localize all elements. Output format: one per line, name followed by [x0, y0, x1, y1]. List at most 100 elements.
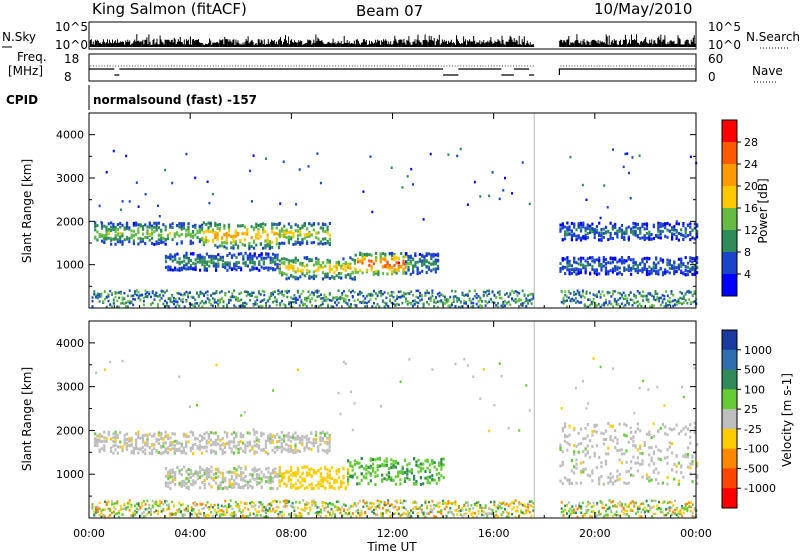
power-scatter [91, 147, 698, 309]
power-band [278, 221, 331, 246]
y-tick-label: 3000 [56, 381, 84, 394]
cpid-label: CPID [6, 93, 38, 107]
nsky-tick-top: 10^5 [55, 20, 88, 34]
freq-tick-top: 18 [64, 52, 79, 66]
power-color-cell [722, 164, 737, 187]
power-scale-tick-label: 28 [744, 136, 758, 149]
power-scale-tick-label: 20 [744, 180, 758, 193]
nave-label: Nave [752, 64, 783, 78]
velocity-color-cell [722, 330, 737, 351]
velocity-scale-tick-label: 100 [744, 383, 765, 396]
power-color-cell [722, 252, 737, 275]
power-y-axis: 1000 2000 3000 4000 [56, 129, 696, 287]
y-tick-label: 2000 [56, 424, 84, 437]
x-tick-label: 08:00 [275, 527, 307, 540]
freq-unit-label: [MHz] [8, 64, 43, 78]
y-tick-label: 4000 [56, 129, 84, 142]
velocity-color-cell [722, 389, 737, 410]
velocity-scale-tick-label: 25 [744, 403, 758, 416]
nsky-line [89, 34, 696, 47]
velocity-color-cell [722, 409, 737, 430]
power-scale-tick-label: 24 [744, 158, 758, 171]
nave-tick-top: 60 [708, 52, 723, 66]
nsky-trace [89, 34, 696, 47]
freq-tick-bottom: 8 [64, 70, 72, 84]
power-band [278, 256, 356, 281]
velocity-band [347, 456, 445, 486]
velocity-scale-tick-label: -100 [744, 443, 769, 456]
power-color-cell [722, 142, 737, 165]
velocity-colorbar: 1000 500 100 25 -25 -100 -500 -1000 [721, 329, 776, 509]
power-color-cell [722, 274, 737, 297]
nsearch-tick-bottom: 10^0 [708, 38, 741, 52]
nsky-label: N.Sky [2, 30, 36, 44]
power-scale-tick-label: 4 [744, 268, 751, 281]
nsearch-tick-top: 10^5 [708, 20, 741, 34]
power-scale-tick-label: 16 [744, 202, 758, 215]
nsky-tick-bottom: 10^0 [55, 38, 88, 52]
power-band [94, 221, 204, 246]
power-colorbar: 28 24 20 16 12 8 4 [721, 119, 758, 297]
freq-label: Freq. [17, 50, 47, 64]
velocity-panel-frame [88, 320, 697, 519]
date-title: 10/May/2010 [594, 0, 692, 18]
power-band [354, 251, 407, 277]
power-band [405, 252, 440, 276]
velocity-scale-tick-label: 500 [744, 364, 765, 377]
velocity-scale-tick-label: -25 [744, 423, 762, 436]
power-band [202, 221, 281, 251]
velocity-ylabel: Slant Range [km] [20, 367, 34, 471]
cpid-text: normalsound (fast) -157 [93, 93, 257, 107]
velocity-color-cell [722, 369, 737, 390]
x-axis: 00:00 04:00 08:00 12:00 16:00 20:00 00:00 [73, 113, 712, 540]
velocity-colorbar-frame [721, 329, 738, 509]
velocity-scale-tick-label: -500 [744, 462, 769, 475]
nave-tick-bottom: 0 [708, 70, 716, 84]
velocity-scale-tick-label: -1000 [744, 482, 776, 495]
velocity-color-cell [722, 428, 737, 450]
y-tick-label: 1000 [56, 259, 84, 272]
velocity-scatter [91, 357, 698, 519]
power-band [164, 251, 281, 272]
y-tick-label: 4000 [56, 337, 84, 350]
power-ylabel: Slant Range [km] [20, 159, 34, 263]
power-color-cell [722, 230, 737, 253]
x-tick-label: 00:00 [680, 527, 712, 540]
power-band [559, 256, 699, 277]
x-tick-label: 04:00 [174, 527, 206, 540]
freq-trace [89, 65, 696, 76]
velocity-color-cell [722, 349, 737, 371]
x-axis-label: Time UT [366, 540, 417, 554]
y-tick-label: 3000 [56, 172, 84, 185]
velocity-band [94, 430, 331, 456]
y-tick-label: 1000 [56, 468, 84, 481]
velocity-band [559, 421, 699, 486]
velocity-band [278, 465, 350, 491]
velocity-scale-label: Velocity [m s-1] [780, 373, 794, 467]
freq-line [89, 68, 696, 76]
x-tick-label: 00:00 [73, 527, 105, 540]
power-scale-tick-label: 12 [744, 224, 758, 237]
velocity-panel [91, 321, 699, 519]
beam-title: Beam 07 [356, 2, 423, 20]
nsearch-label: N.Search [746, 30, 800, 44]
power-color-cell [722, 208, 737, 231]
x-tick-label: 12:00 [377, 527, 409, 540]
x-tick-label: 20:00 [579, 527, 611, 540]
x-tick-label: 16:00 [478, 527, 510, 540]
velocity-scale-tick-label: 1000 [744, 344, 772, 357]
velocity-color-cell [722, 468, 737, 489]
velocity-color-cell [722, 488, 737, 509]
station-title: King Salmon (fitACF) [92, 0, 247, 18]
power-color-cell [722, 186, 737, 209]
power-scale-tick-label: 8 [744, 246, 751, 259]
power-panel [91, 113, 699, 309]
power-color-cell [722, 120, 737, 143]
velocity-y-axis: 1000 2000 3000 4000 [56, 337, 696, 497]
power-scale-label: Power [dB] [756, 178, 770, 243]
freq-strip-frame [88, 53, 697, 82]
velocity-band [164, 465, 281, 491]
y-tick-label: 2000 [56, 215, 84, 228]
power-panel-frame [88, 112, 697, 309]
